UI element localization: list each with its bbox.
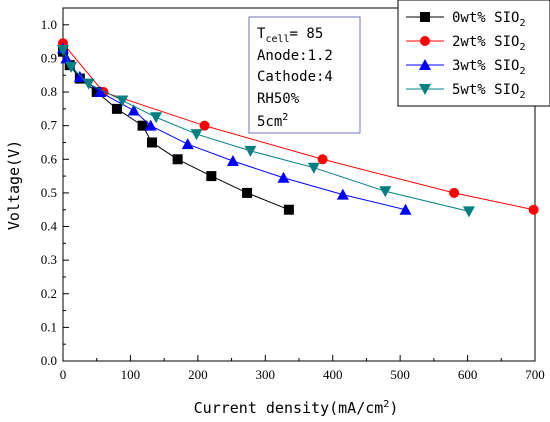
data-point: [242, 188, 252, 198]
annotation-line-4: RH50%: [257, 91, 300, 107]
annotation-box: Tcell= 85 Anode:1.2 Cathode:4 RH50% 5cm2: [249, 17, 360, 133]
legend-marker: [420, 12, 430, 22]
y-tick-label: 0.7: [41, 118, 58, 133]
y-tick-label: 0.9: [41, 50, 57, 65]
legend-marker: [420, 36, 430, 46]
data-point: [206, 171, 216, 181]
x-tick-label: 600: [458, 367, 478, 382]
y-tick-label: 0.4: [41, 219, 58, 234]
y-tick-label: 0.3: [41, 252, 57, 267]
x-tick-label: 400: [323, 367, 343, 382]
data-point: [147, 137, 157, 147]
x-tick-label: 200: [188, 367, 208, 382]
data-point: [112, 104, 122, 114]
data-point: [449, 188, 459, 198]
y-tick-label: 0.8: [41, 84, 57, 99]
x-axis-title: Current density(mA/cm2): [194, 399, 399, 417]
data-point: [529, 205, 539, 215]
data-point: [284, 205, 294, 215]
y-tick-label: 0.6: [41, 151, 58, 166]
y-tick-label: 0.5: [41, 185, 57, 200]
annotation-line-2: Anode:1.2: [257, 48, 333, 64]
y-tick-label: 0.1: [41, 319, 57, 334]
y-axis-title: Voltage(V): [5, 140, 23, 230]
y-tick-label: 0.0: [41, 353, 57, 368]
x-tick-label: 0: [60, 367, 67, 382]
data-point: [173, 154, 183, 164]
x-tick-label: 300: [256, 367, 276, 382]
x-tick-label: 500: [390, 367, 410, 382]
y-tick-label: 1.0: [41, 17, 57, 32]
x-tick-label: 700: [525, 367, 545, 382]
y-tick-label: 0.2: [41, 286, 57, 301]
x-tick-label: 100: [121, 367, 141, 382]
annotation-line-3: Cathode:4: [257, 69, 333, 85]
